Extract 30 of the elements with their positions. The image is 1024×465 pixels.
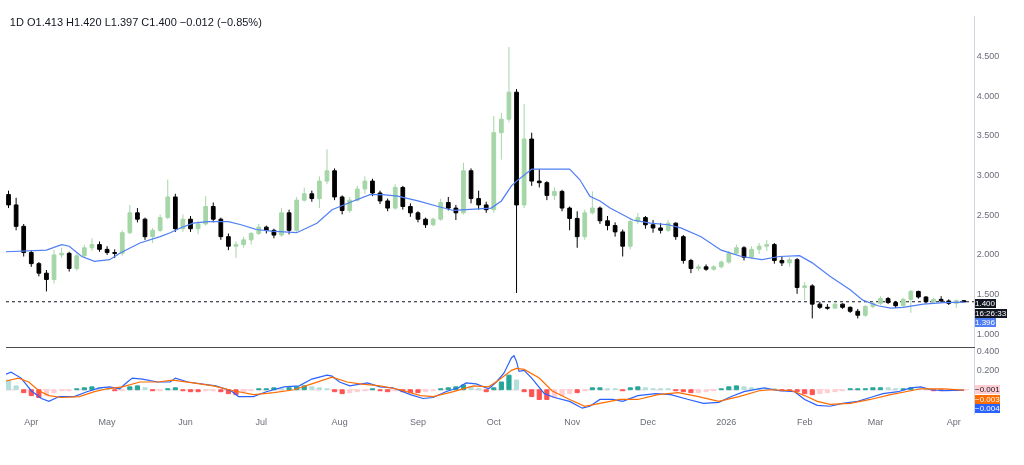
y-tick-label: 2.500 <box>976 209 1000 220</box>
y-tick-label: 1.500 <box>976 288 1000 299</box>
y-tick-label: 2.000 <box>976 249 1000 260</box>
x-tick-label: Apr <box>946 417 961 427</box>
y-tick-label: 3.000 <box>976 169 1000 180</box>
data-label: 1.396 <box>975 318 996 327</box>
ref-line-label: −0.001 <box>975 385 1001 394</box>
x-tick-label: Jun <box>178 417 193 427</box>
ref-line-label: 1.400 <box>975 299 996 308</box>
x-tick-label: Dec <box>639 417 657 427</box>
y-tick-label: 1.000 <box>976 328 1000 339</box>
x-tick-label: Mar <box>867 417 884 427</box>
y-tick-label: 3.500 <box>976 130 1000 141</box>
y-tick-label: 4.000 <box>976 90 1000 101</box>
x-tick-label: Jul <box>255 417 268 427</box>
x-tick-label: 2026 <box>716 417 737 427</box>
y-tick-label: 0.400 <box>976 346 1000 357</box>
x-tick-label: May <box>98 417 117 427</box>
x-tick-label: Nov <box>564 417 581 427</box>
chart-title: 1D O1.413 H1.420 L1.397 C1.400 −0.012 (−0.85%) <box>9 15 262 28</box>
x-tick-label: Sep <box>409 417 426 427</box>
x-tick-label: Oct <box>486 417 502 427</box>
y-tick-label: 4.500 <box>976 50 1000 61</box>
x-tick-label: Aug <box>331 417 348 427</box>
annotation: 16:26:33 <box>975 309 1007 318</box>
data-label: −0.003 <box>975 395 1001 404</box>
data-label: −0.004 <box>975 404 1001 413</box>
x-tick-label: Apr <box>24 417 39 427</box>
x-tick-label: Feb <box>796 417 813 427</box>
y-tick-label: 0.200 <box>976 365 1000 376</box>
